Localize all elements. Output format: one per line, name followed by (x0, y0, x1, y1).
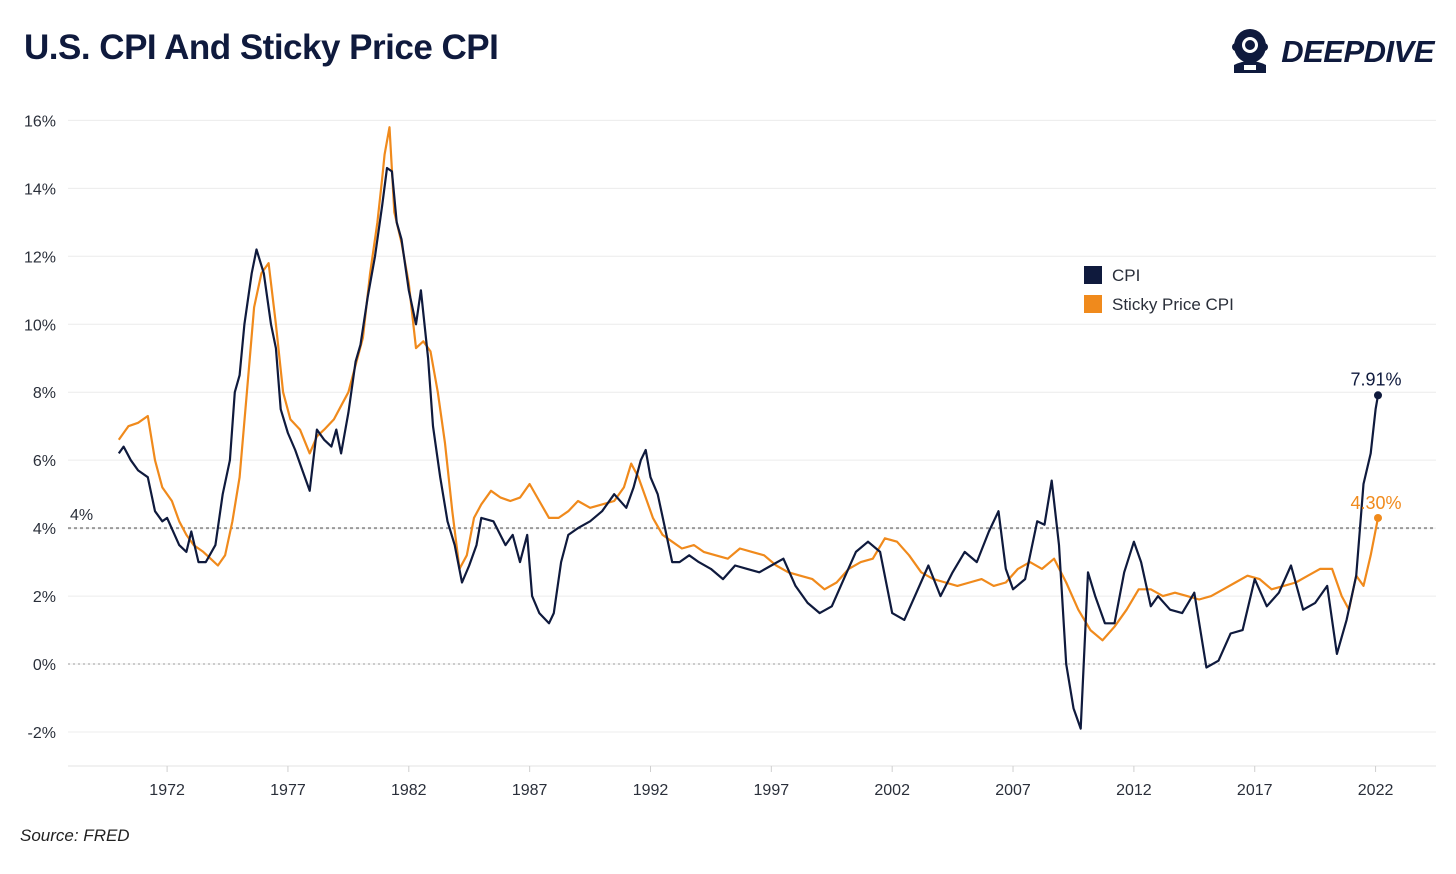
y-tick-label: 14% (24, 181, 56, 198)
legend-swatch[interactable] (1084, 295, 1102, 313)
chart-title: U.S. CPI And Sticky Price CPI (24, 28, 499, 67)
y-tick-label: -2% (28, 725, 56, 742)
y-tick-label: 6% (33, 453, 56, 470)
x-tick-label: 2022 (1358, 782, 1394, 799)
grid-lines (68, 119, 1436, 733)
x-tick-label: 1992 (633, 782, 669, 799)
legend-swatch[interactable] (1084, 266, 1102, 284)
y-tick-label: 0% (33, 657, 56, 674)
y-tick-label: 16% (24, 113, 56, 130)
diver-helmet-icon (1227, 25, 1273, 80)
x-tick-label: 1977 (270, 782, 306, 799)
end-labels: 7.91% 4.30% (1350, 369, 1402, 522)
y-tick-label: 10% (24, 317, 56, 334)
x-tick-label: 1982 (391, 782, 427, 799)
x-tick-label: 2002 (874, 782, 910, 799)
axes: -2% 0% 2% 4% 6% 8% 10% 12% 14% 16% 1972 1977 1982 198… (24, 113, 1436, 799)
x-tick-label: 1997 (754, 782, 790, 799)
legend-label[interactable]: CPI (1112, 266, 1140, 285)
x-tick-label: 2012 (1116, 782, 1152, 799)
reference-lines: 4% (68, 507, 1436, 665)
reference-line-label: 4% (70, 507, 93, 524)
legend: CPI Sticky Price CPI (1084, 266, 1234, 314)
end-point-marker[interactable] (1373, 513, 1382, 522)
brand-name: DEEPDIVE (1281, 34, 1434, 69)
end-point-marker[interactable] (1373, 391, 1382, 400)
brand-logo[interactable]: DEEPDIVE (1227, 26, 1434, 78)
series-line-sticky-price-cpi (117, 126, 1380, 642)
y-tick-label: 2% (33, 589, 56, 606)
x-tick-label: 2007 (995, 782, 1031, 799)
legend-label[interactable]: Sticky Price CPI (1112, 295, 1234, 314)
x-tick-label: 2017 (1237, 782, 1273, 799)
y-tick-label: 4% (33, 521, 56, 538)
series-lines (117, 126, 1380, 730)
x-tick-label: 1972 (149, 782, 185, 799)
source-note: Source: FRED (20, 826, 130, 845)
end-value-label: 4.30% (1350, 493, 1401, 513)
y-tick-label: 12% (24, 249, 56, 266)
y-tick-label: 8% (33, 385, 56, 402)
x-tick-label: 1987 (512, 782, 548, 799)
series-line-cpi (117, 166, 1380, 730)
end-value-label: 7.91% (1350, 369, 1401, 389)
